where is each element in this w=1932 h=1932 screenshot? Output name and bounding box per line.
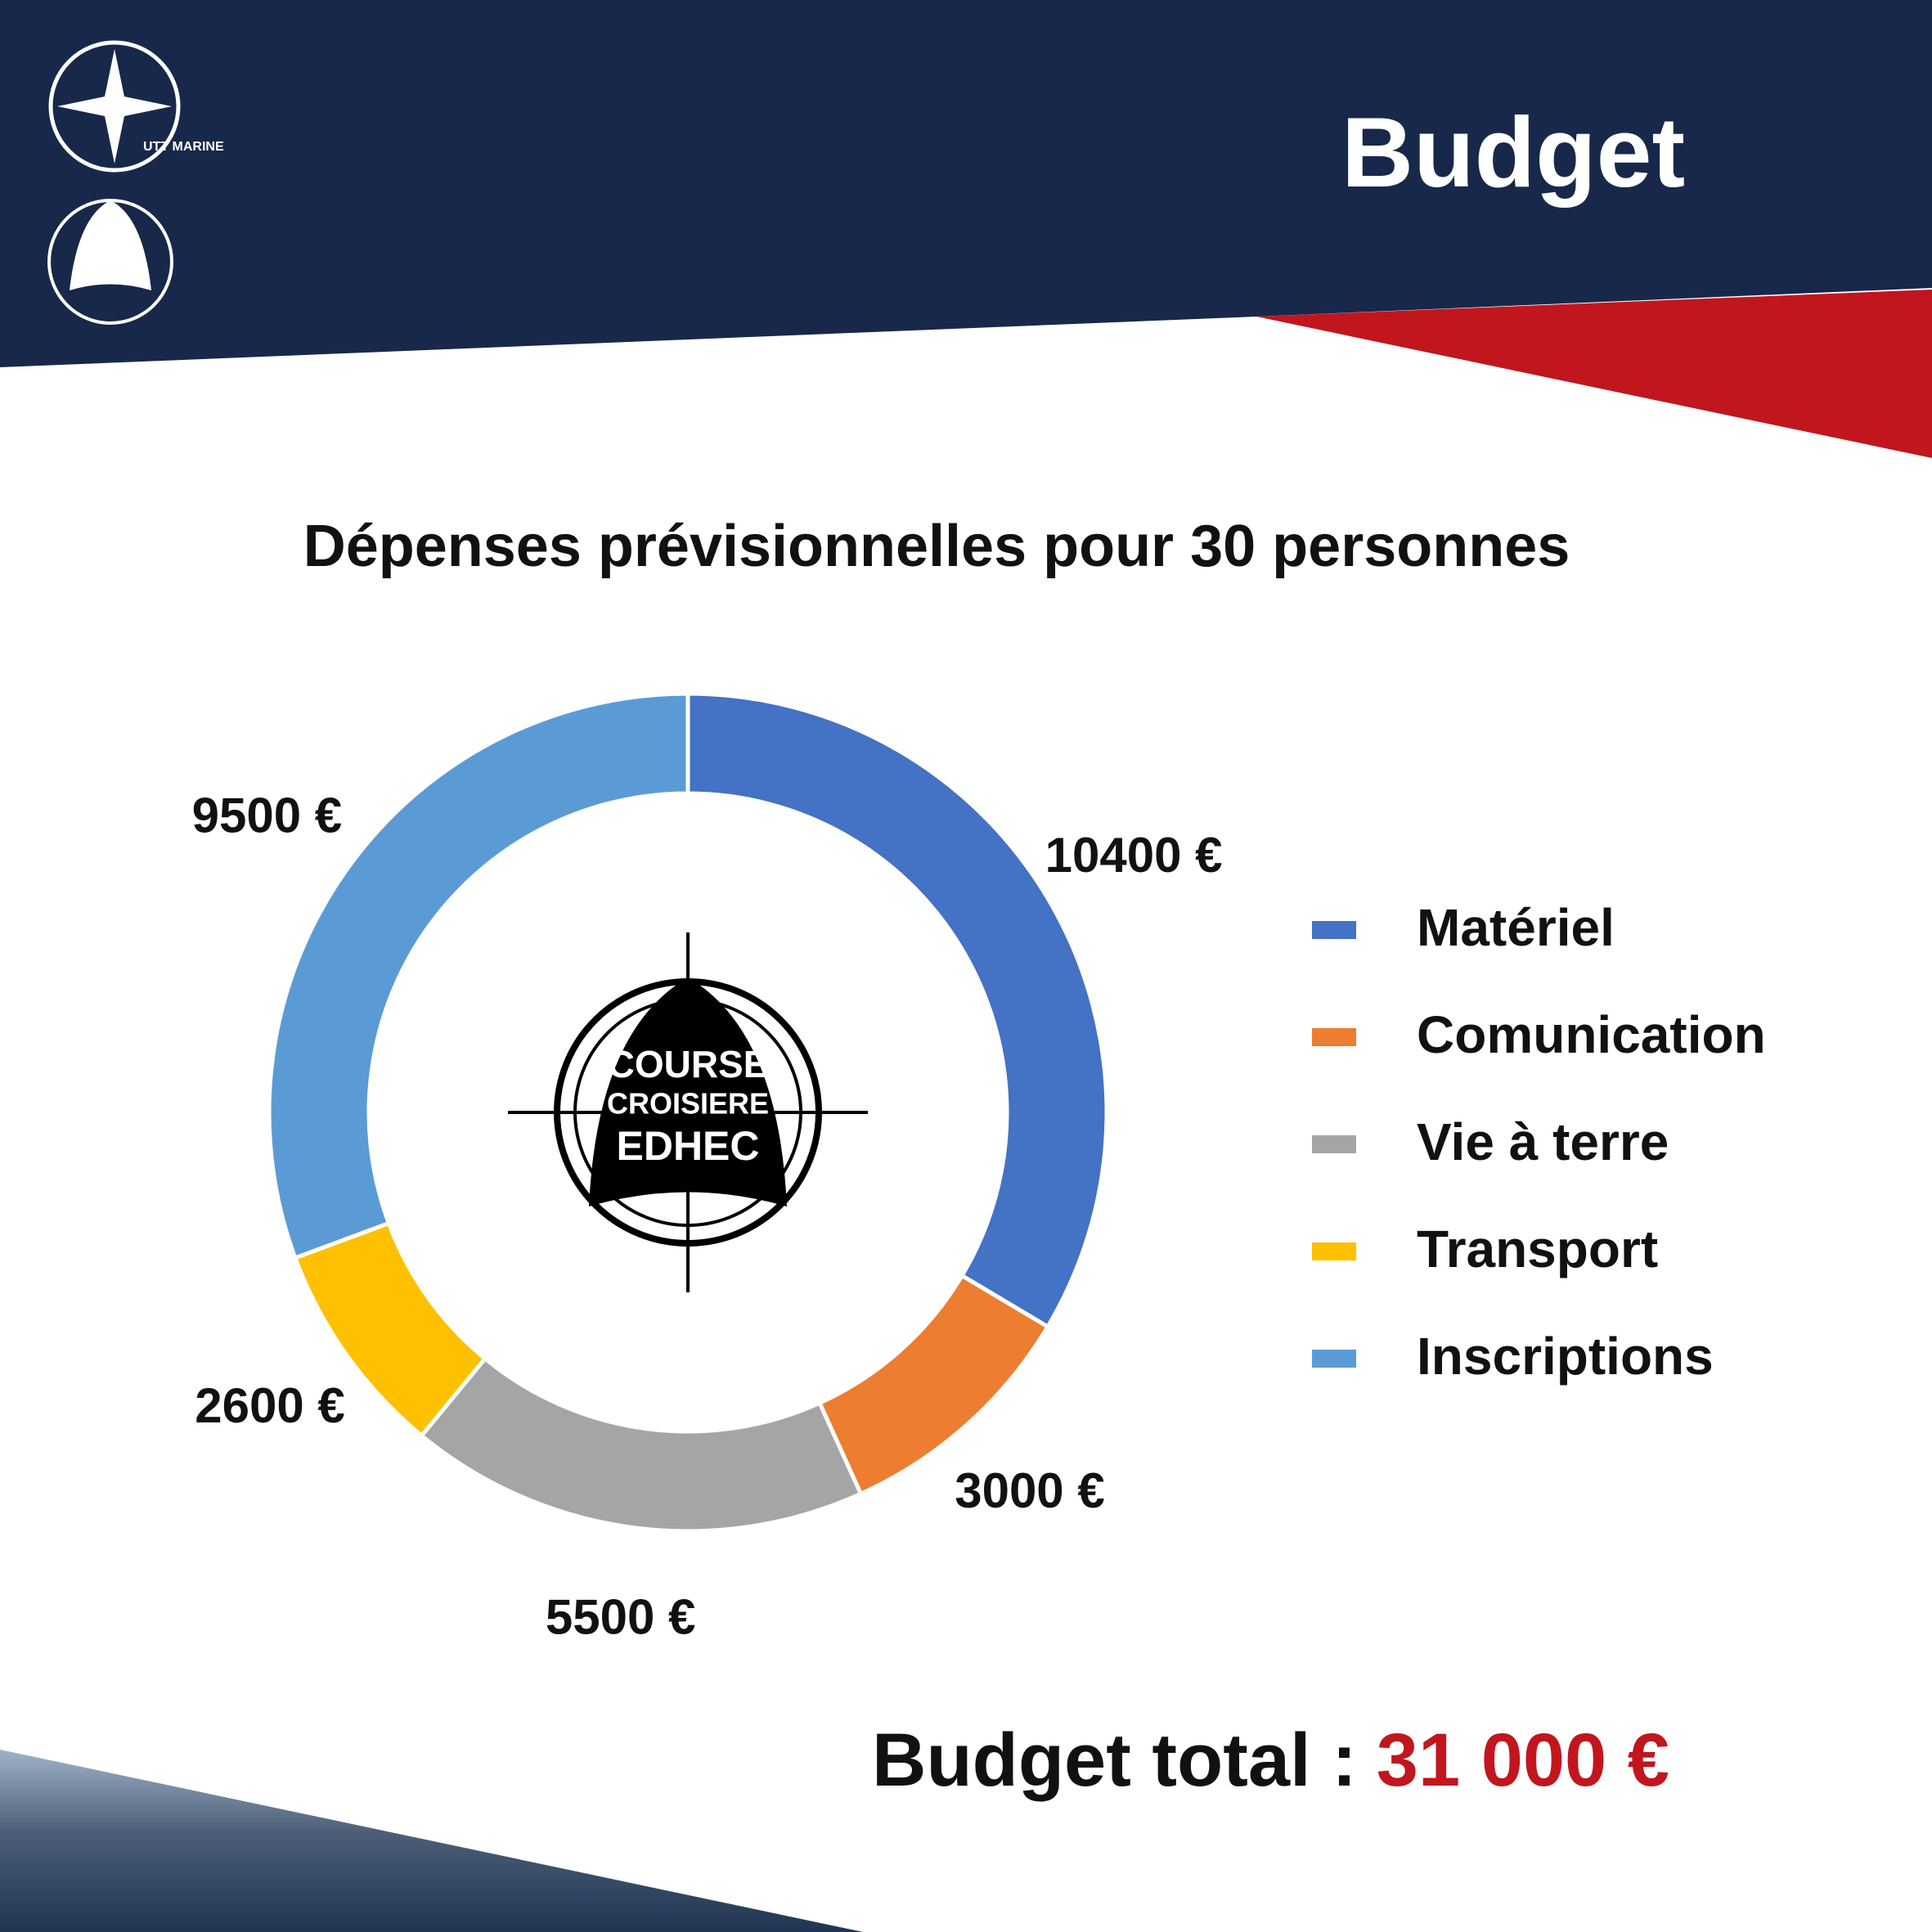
total: Budget total :31 000 € [872,1719,1669,1802]
donut-segment [267,691,690,1261]
data-label: 10400 € [1045,828,1223,883]
logo-ring [48,40,181,173]
logo-star [57,49,172,164]
legend-label: Transport [1417,1220,1658,1278]
legend-label: Matériel [1417,898,1615,957]
legend-swatch [1312,921,1356,939]
logo-text: UTT MARINE [143,140,224,154]
donut-chart: 10400 € 3000 € 5500 € 2600 € 9500 € [192,691,1223,1644]
legend-label: Vie à terre [1417,1112,1669,1171]
legend-swatch [1312,1350,1356,1368]
data-label: 2600 € [195,1378,345,1433]
donut-segment [685,691,1109,1330]
emblem-text: EDHEC [616,1123,759,1169]
legend: Matériel Comunication Vie à terre Transport… [1312,898,1766,1386]
emblem-text: COURSE [608,1043,769,1085]
logo-sail [70,200,151,290]
logo-edhec-small [47,199,173,325]
total-value: 31 000 € [1377,1719,1669,1802]
data-label: 3000 € [955,1463,1105,1518]
legend-swatch [1312,1242,1356,1260]
legend-swatch [1312,1028,1356,1046]
legend-swatch [1312,1135,1356,1153]
page-title: Budget [1341,97,1685,208]
legend-label: Inscriptions [1417,1327,1714,1386]
legend-label: Comunication [1417,1005,1766,1064]
logo-utt: UTT MARINE [48,40,224,173]
photo-strip [0,1750,863,1932]
red-accent [1256,290,1932,458]
total-label: Budget total : [872,1719,1357,1802]
emblem-sail [589,977,787,1206]
chart-title: Dépenses prévisionnelles pour 30 personn… [303,514,1570,579]
emblem-text: CROISIERE [607,1087,769,1121]
center-emblem: COURSE CROISIERE EDHEC [508,932,868,1292]
header-band [0,0,1932,367]
data-label: 5500 € [546,1589,696,1644]
data-label: 9500 € [192,789,343,843]
